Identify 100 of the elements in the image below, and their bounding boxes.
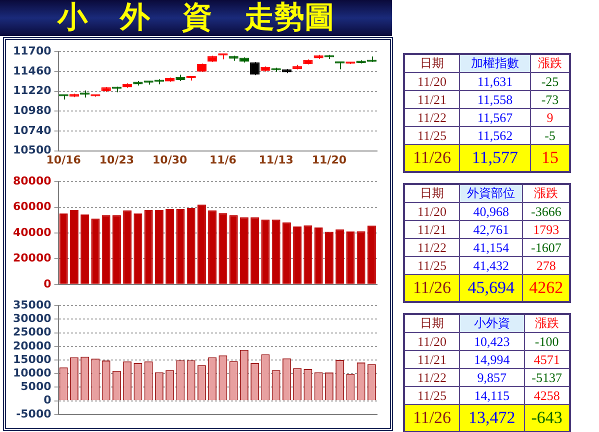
text: 11,562	[460, 126, 530, 144]
text: 11/21	[404, 350, 460, 368]
bar	[166, 208, 174, 284]
text: -100	[524, 332, 570, 350]
text: 11/21	[404, 90, 460, 108]
text: 11/20	[404, 202, 460, 220]
text: -25	[530, 72, 570, 90]
text: 4262	[522, 274, 570, 302]
text: 11/25	[404, 126, 460, 144]
text: -73	[530, 90, 570, 108]
y-tick-label: 25000	[12, 326, 52, 339]
x-tick-label: 10/30	[152, 153, 188, 166]
text: 11/21	[404, 220, 460, 238]
bar	[346, 231, 355, 284]
y-tick-label: 0	[44, 277, 52, 290]
bar	[304, 225, 312, 284]
y-tick-label: 11220	[12, 84, 52, 98]
text: 41,432	[460, 256, 523, 274]
text: -3666	[522, 202, 570, 220]
text: 9,857	[460, 368, 524, 386]
text: -5137	[524, 368, 570, 386]
text: 45,694	[460, 274, 523, 302]
text: -643	[524, 404, 570, 432]
y-tick-label: -5000	[16, 407, 52, 420]
text: 小外資	[460, 314, 524, 332]
y-tick-label: 30000	[12, 312, 52, 326]
bar	[356, 231, 366, 284]
text: -5	[530, 126, 570, 144]
text: 11,631	[460, 72, 530, 90]
y-tick-label: 10000	[12, 366, 52, 380]
text: 11/22	[404, 238, 460, 256]
bar	[367, 226, 376, 284]
chart-title: 小 外 資 走勢圖	[0, 0, 392, 36]
bar	[218, 213, 228, 284]
y-tick-label: 15000	[12, 352, 52, 366]
bar	[324, 232, 334, 284]
bar	[250, 217, 260, 284]
bar	[272, 220, 280, 284]
text: 漲跌	[524, 314, 570, 332]
bar	[197, 204, 206, 284]
bar	[176, 208, 185, 284]
text: 11/20	[404, 72, 460, 90]
x-tick-label: 10/23	[99, 153, 134, 166]
y-tick-label: 10980	[12, 104, 52, 117]
y-tick-label: 20000	[12, 339, 52, 352]
y-tick-label: 80000	[12, 174, 52, 188]
y-tick-label: 10740	[12, 124, 52, 137]
bar	[240, 217, 248, 284]
bar	[186, 208, 196, 284]
text: 11,558	[460, 90, 530, 108]
text: 1793	[522, 220, 570, 238]
y-tick-label: 20000	[12, 252, 52, 265]
bar	[123, 210, 132, 284]
bar	[293, 226, 302, 284]
y-tick-label: 11460	[12, 64, 52, 78]
y-tick-label: 60000	[12, 200, 52, 214]
text: 11/22	[404, 368, 460, 386]
text: 加權指數	[460, 54, 530, 72]
text: 41,154	[460, 238, 523, 256]
x-tick-label: 11/6	[209, 153, 237, 166]
bar	[282, 222, 291, 284]
x-tick-label: 11/13	[258, 153, 294, 166]
bar	[336, 229, 344, 284]
bar	[229, 215, 238, 284]
bar	[59, 213, 68, 284]
bar	[70, 210, 78, 284]
text: 14,994	[460, 350, 524, 368]
text: 11/20	[404, 332, 460, 350]
y-tick-label: 35000	[12, 298, 52, 312]
text: 日期	[404, 54, 460, 72]
text: 11/26	[404, 274, 460, 302]
y-tick-label: 11700	[12, 44, 52, 58]
text: 278	[522, 256, 570, 274]
text: 外資部位	[460, 184, 523, 202]
text: 4571	[524, 350, 570, 368]
x-tick-label: 11/20	[312, 153, 347, 166]
text: -1607	[522, 238, 570, 256]
text: 4258	[524, 386, 570, 404]
text: 42,761	[460, 220, 523, 238]
bar	[261, 220, 270, 284]
y-tick-label: 5000	[20, 380, 52, 394]
text: 11,567	[460, 108, 530, 126]
bar	[80, 214, 90, 284]
text: 11/25	[404, 256, 460, 274]
text: 漲跌	[530, 54, 570, 72]
y-tick-label: 40000	[12, 226, 52, 239]
text: 15	[530, 144, 570, 172]
bar	[314, 227, 323, 284]
bar	[102, 215, 110, 284]
text: 11/26	[404, 144, 460, 172]
bar	[144, 210, 153, 284]
text: 11/22	[404, 108, 460, 126]
text: 10,423	[460, 332, 524, 350]
text: 日期	[404, 314, 460, 332]
y-tick-label: 0	[44, 394, 52, 407]
bar	[208, 210, 217, 284]
text: 13,472	[460, 404, 524, 432]
text: 日期	[404, 184, 460, 202]
text: 40,968	[460, 202, 523, 220]
text: 11/26	[404, 404, 460, 432]
